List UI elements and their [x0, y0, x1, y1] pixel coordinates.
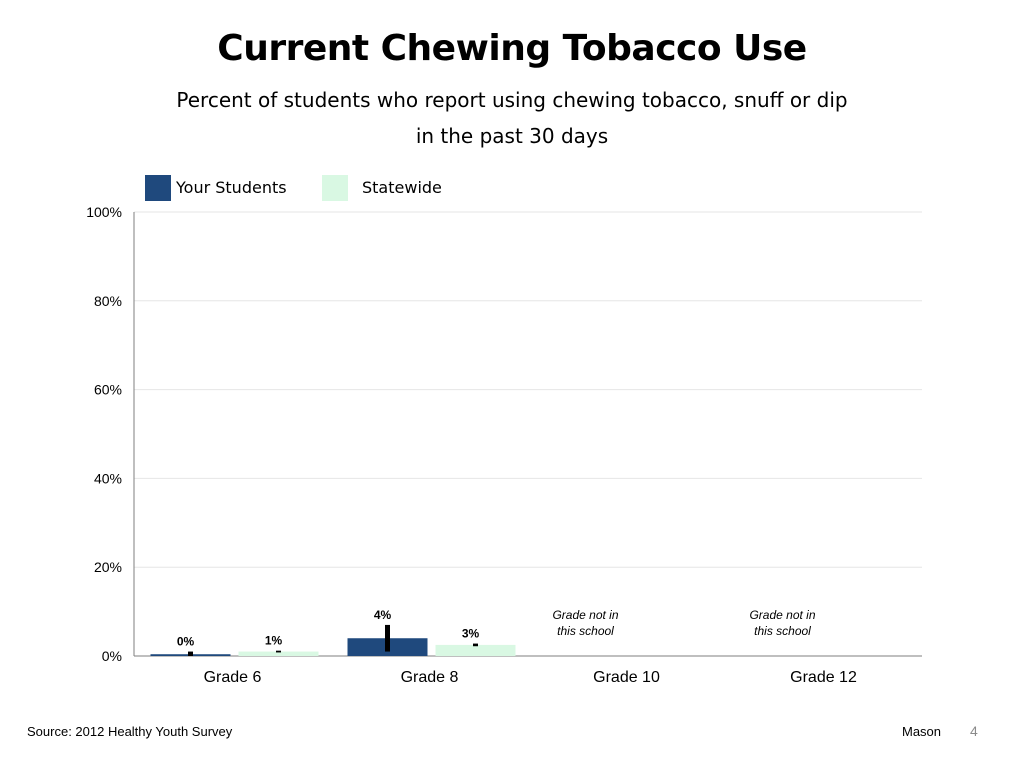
legend-swatch-statewide	[322, 175, 348, 201]
bar	[238, 651, 319, 656]
annotation-line: Grade not in	[552, 608, 618, 622]
y-tick-label: 0%	[102, 648, 122, 664]
chart-subtitle-line-2: in the past 30 days	[415, 124, 609, 148]
legend-swatch-your-students	[145, 175, 171, 201]
y-tick-label: 100%	[86, 204, 122, 220]
data-label: 0%	[177, 635, 195, 649]
annotation-line: this school	[754, 624, 811, 638]
x-category-label: Grade 8	[401, 669, 459, 686]
y-tick-label: 80%	[94, 293, 122, 309]
legend-label-your-students: Your Students	[176, 178, 287, 197]
x-category-label: Grade 10	[593, 669, 660, 686]
source-note: Source: 2012 Healthy Youth Survey	[27, 724, 233, 739]
data-label: 1%	[265, 634, 283, 648]
data-label: 4%	[374, 608, 392, 622]
chart-subtitle-line-1: Percent of students who report using che…	[176, 88, 848, 112]
chart-title: Current Chewing Tobacco Use	[217, 28, 807, 69]
y-tick-label: 40%	[94, 470, 122, 486]
y-tick-label: 20%	[94, 559, 122, 575]
page-number: 4	[970, 723, 978, 739]
bar	[435, 644, 516, 656]
x-category-label: Grade 6	[204, 669, 262, 686]
school-name: Mason	[902, 724, 942, 739]
x-category-label: Grade 12	[790, 669, 857, 686]
data-label: 3%	[462, 627, 480, 641]
annotation-line: Grade not in	[749, 608, 815, 622]
y-tick-label: 60%	[94, 382, 122, 398]
annotation-line: this school	[557, 624, 614, 638]
legend-label-statewide: Statewide	[362, 178, 442, 197]
